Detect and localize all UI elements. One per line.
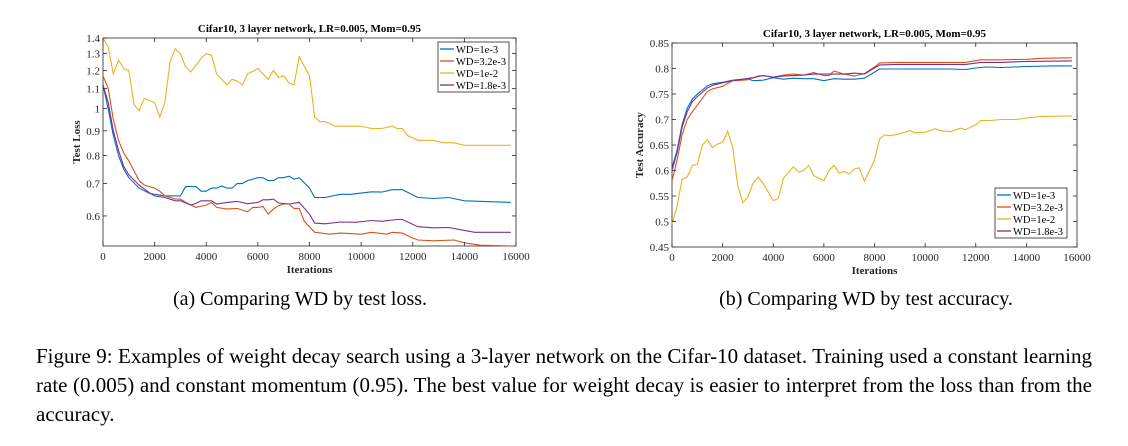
x-tick-label: 0 [669, 252, 675, 264]
y-tick-label: 0.6 [655, 166, 669, 178]
y-tick-label: 1.3 [86, 49, 100, 61]
legend-label: WD=1.8e-3 [456, 81, 506, 92]
series-line-WD=3.2e-3 [671, 57, 1072, 181]
x-tick-label: 14000 [451, 251, 479, 263]
x-tick-label: 16000 [502, 251, 530, 263]
y-tick-label: 1.4 [86, 33, 100, 45]
x-tick-label: 12000 [399, 251, 427, 263]
x-axis-label: Iterations [287, 264, 334, 276]
y-tick-label: 0.8 [655, 64, 669, 76]
chart-test-accuracy: 0 2000 4000 6000 8000 10000 12000 14000 16000 0.4… [634, 28, 1091, 277]
y-tick-label: 0.45 [650, 242, 670, 254]
y-tick-label: 0.9 [86, 126, 100, 138]
y-axis-label: Test Accuracy [634, 112, 646, 178]
x-tick-label: 16000 [1063, 252, 1091, 264]
y-tick-label: 1 [95, 104, 101, 116]
legend-box [994, 187, 1068, 239]
y-tick-label: 0.8 [86, 151, 100, 163]
series-line-WD=1.8e-3 [102, 84, 511, 233]
legend: WD=1e-3WD=3.2e-3WD=1e-2WD=1.8e-3 [437, 41, 510, 93]
legend-label: WD=3.2e-3 [1013, 203, 1063, 214]
y-tick-label: 0.7 [86, 179, 100, 191]
series-line-WD=1e-2 [671, 115, 1072, 225]
x-tick-label: 10000 [347, 251, 375, 263]
x-tick-label: 14000 [1013, 252, 1041, 264]
series-line-WD=1.8e-3 [671, 60, 1072, 171]
y-tick-label: 0.55 [650, 191, 670, 203]
figure-charts: 0 2000 4000 6000 8000 10000 12000 14000 160000.6… [71, 23, 1091, 277]
x-tick-label: 8000 [864, 252, 887, 264]
chart-title: Cifar10, 3 layer network, LR=0.005, Mom=… [763, 28, 987, 40]
legend-label: WD=1e-2 [1013, 215, 1055, 226]
y-tick-label: 1.1 [86, 84, 100, 96]
x-tick-label: 6000 [813, 252, 836, 264]
y-tick-label: 0.5 [655, 217, 669, 229]
x-axis-label: Iterations [852, 265, 899, 277]
legend-box [437, 41, 510, 93]
y-tick-label: 0.7 [655, 115, 669, 127]
legend-label: WD=1e-2 [456, 69, 498, 80]
x-tick-label: 2000 [712, 252, 735, 264]
x-tick-label: 10000 [911, 252, 939, 264]
x-tick-label: 4000 [762, 252, 785, 264]
x-tick-label: 6000 [247, 251, 270, 263]
x-tick-label: 2000 [144, 251, 167, 263]
legend-label: WD=3.2e-3 [456, 57, 506, 68]
y-tick-label: 0.65 [650, 140, 670, 152]
y-tick-label: 0.85 [650, 38, 670, 50]
chart-title: Cifar10, 3 layer network, LR=0.005, Mom=… [198, 23, 422, 35]
x-tick-label: 12000 [962, 252, 990, 264]
figure-caption: Figure 9: Examples of weight decay searc… [36, 344, 1092, 426]
legend-label: WD=1e-3 [456, 45, 498, 56]
legend-label: WD=1.8e-3 [1013, 227, 1063, 238]
x-tick-label: 8000 [299, 251, 322, 263]
y-tick-label: 0.6 [86, 211, 100, 223]
legend-label: WD=1e-3 [1013, 191, 1055, 202]
x-tick-label: 4000 [195, 251, 218, 263]
series-line-WD=3.2e-3 [102, 75, 511, 247]
legend: WD=1e-3WD=3.2e-3WD=1e-2WD=1.8e-3 [994, 187, 1068, 239]
series-line-WD=1e-3 [671, 65, 1072, 169]
subcaption-b: (b) Comparing WD by test accuracy. [719, 288, 1013, 310]
x-tick-label: 0 [100, 251, 106, 263]
y-axis-label: Test Loss [71, 120, 83, 164]
chart-test-loss: 0 2000 4000 6000 8000 10000 12000 14000 16000 0.6… [71, 23, 530, 276]
y-tick-label: 1.2 [86, 65, 100, 77]
subcaption-a: (a) Comparing WD by test loss. [172, 288, 428, 310]
y-tick-label: 0.75 [650, 89, 670, 101]
series-line-WD=1e-2 [102, 37, 511, 146]
